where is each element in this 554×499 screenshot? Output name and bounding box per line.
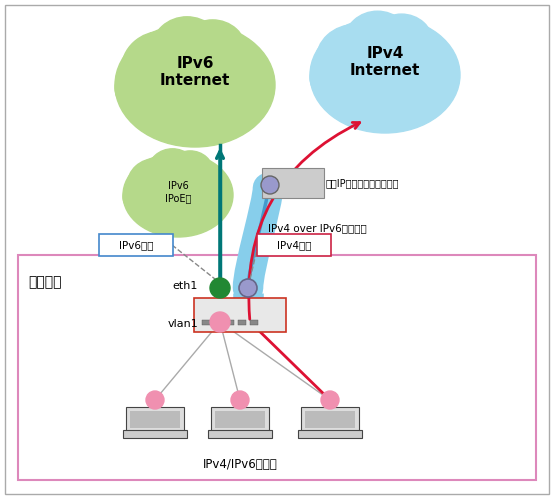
- Bar: [202, 320, 210, 325]
- FancyBboxPatch shape: [130, 411, 180, 428]
- FancyBboxPatch shape: [194, 298, 286, 332]
- FancyBboxPatch shape: [301, 407, 359, 431]
- FancyBboxPatch shape: [215, 411, 265, 428]
- Ellipse shape: [345, 11, 411, 71]
- Ellipse shape: [148, 149, 197, 193]
- FancyBboxPatch shape: [262, 168, 324, 198]
- Ellipse shape: [123, 153, 233, 237]
- Circle shape: [146, 391, 164, 409]
- Text: IPv4 over IPv6トンネル: IPv4 over IPv6トンネル: [268, 223, 367, 233]
- Text: vlan1: vlan1: [167, 319, 198, 329]
- FancyBboxPatch shape: [99, 234, 173, 256]
- Text: IPv6
Internet: IPv6 Internet: [160, 56, 230, 88]
- Text: IPv4/IPv6ホスト: IPv4/IPv6ホスト: [203, 458, 278, 471]
- Ellipse shape: [127, 159, 184, 211]
- Ellipse shape: [370, 14, 433, 72]
- Ellipse shape: [192, 180, 232, 214]
- Ellipse shape: [115, 62, 176, 114]
- FancyBboxPatch shape: [123, 430, 187, 438]
- FancyBboxPatch shape: [211, 407, 269, 431]
- Ellipse shape: [123, 180, 165, 215]
- Bar: [214, 320, 222, 325]
- Ellipse shape: [404, 55, 459, 101]
- Circle shape: [239, 279, 257, 297]
- Ellipse shape: [316, 24, 394, 96]
- Text: IPv6
IPoE網: IPv6 IPoE網: [165, 181, 191, 203]
- Ellipse shape: [115, 23, 275, 147]
- FancyBboxPatch shape: [305, 411, 355, 428]
- Ellipse shape: [310, 53, 367, 102]
- FancyBboxPatch shape: [5, 5, 549, 494]
- FancyBboxPatch shape: [126, 407, 184, 431]
- Text: eth1: eth1: [173, 281, 198, 291]
- Text: IPv4
Internet: IPv4 Internet: [350, 46, 420, 78]
- Circle shape: [210, 278, 230, 298]
- Ellipse shape: [379, 30, 451, 97]
- Bar: [226, 320, 234, 325]
- Ellipse shape: [121, 31, 204, 108]
- Ellipse shape: [179, 20, 246, 82]
- FancyBboxPatch shape: [208, 430, 272, 438]
- Text: 固定IP用トンネル終端装置: 固定IP用トンネル終端装置: [326, 178, 399, 188]
- Ellipse shape: [167, 151, 213, 193]
- Ellipse shape: [310, 17, 460, 133]
- Ellipse shape: [152, 17, 222, 81]
- Circle shape: [231, 391, 249, 409]
- Circle shape: [261, 176, 279, 194]
- FancyBboxPatch shape: [257, 234, 331, 256]
- Ellipse shape: [216, 63, 274, 113]
- Text: ルーター: ルーター: [28, 275, 61, 289]
- Circle shape: [210, 312, 230, 332]
- Ellipse shape: [188, 36, 265, 109]
- Bar: [238, 320, 246, 325]
- Circle shape: [321, 391, 339, 409]
- Text: IPv4通信: IPv4通信: [277, 240, 311, 250]
- FancyBboxPatch shape: [298, 430, 362, 438]
- Text: IPv6通信: IPv6通信: [119, 240, 153, 250]
- Ellipse shape: [173, 162, 227, 211]
- Bar: [250, 320, 258, 325]
